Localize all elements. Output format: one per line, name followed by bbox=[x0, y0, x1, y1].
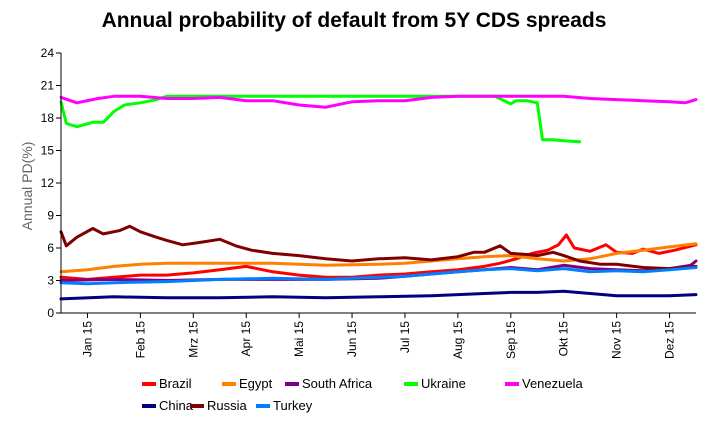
x-tick-label: Jan 15 bbox=[80, 321, 94, 357]
series-line-china bbox=[59, 289, 698, 301]
series-line-russia bbox=[59, 224, 698, 271]
x-tick-label: Mrz 15 bbox=[186, 321, 200, 358]
x-tick-label: Nov 15 bbox=[610, 321, 624, 359]
series-line-venezuela bbox=[59, 94, 698, 109]
y-tick-label: 12 bbox=[41, 176, 55, 190]
series-layer bbox=[59, 94, 698, 301]
x-tick-label: Dez 15 bbox=[663, 321, 677, 359]
axis-layer: 0 3 6 9 12 15 18 21 24 Jan 15 Feb 15 Mrz 15 Apr 15 Ma… bbox=[41, 46, 696, 359]
x-tick-label: Sep 15 bbox=[504, 321, 518, 359]
y-axis-label: Annual PD(%) bbox=[19, 142, 35, 231]
x-tick-label: Jun 15 bbox=[345, 321, 359, 357]
x-tick-label: Apr 15 bbox=[239, 321, 253, 357]
legend: Brazil Egypt South Africa Ukraine Venezuela C… bbox=[142, 376, 583, 413]
y-tick-label: 18 bbox=[41, 111, 55, 125]
x-tick-label: Feb 15 bbox=[133, 321, 147, 359]
legend-label-turkey: Turkey bbox=[273, 398, 313, 413]
legend-label-brazil: Brazil bbox=[159, 376, 192, 391]
y-tick-label: 9 bbox=[47, 209, 54, 223]
legend-label-venezuela: Venezuela bbox=[522, 376, 583, 391]
x-tick-label: Jul 15 bbox=[398, 321, 412, 353]
x-tick-label: Mai 15 bbox=[292, 321, 306, 357]
y-tick-label: 6 bbox=[47, 241, 54, 255]
y-tick-label: 3 bbox=[47, 274, 54, 288]
legend-label-egypt: Egypt bbox=[239, 376, 273, 391]
legend-label-south-africa: South Africa bbox=[302, 376, 373, 391]
legend-label-ukraine: Ukraine bbox=[421, 376, 466, 391]
y-tick-label: 0 bbox=[47, 306, 54, 320]
chart-title: Annual probability of default from 5Y CD… bbox=[102, 9, 607, 32]
y-tick-label: 21 bbox=[41, 79, 55, 93]
series-line-ukraine bbox=[59, 94, 582, 144]
x-tick-label: Okt 15 bbox=[557, 321, 571, 357]
plot-area: 0 3 6 9 12 15 18 21 24 Jan 15 Feb 15 Mrz 15 Apr 15 Ma… bbox=[41, 46, 698, 359]
legend-label-russia: Russia bbox=[207, 398, 248, 413]
series-line-turkey bbox=[59, 266, 698, 286]
x-tick-label: Aug 15 bbox=[451, 321, 465, 359]
legend-label-china: China bbox=[159, 398, 194, 413]
y-tick-label: 15 bbox=[41, 144, 55, 158]
y-tick-label: 24 bbox=[41, 46, 55, 60]
series-line-brazil bbox=[59, 233, 698, 281]
